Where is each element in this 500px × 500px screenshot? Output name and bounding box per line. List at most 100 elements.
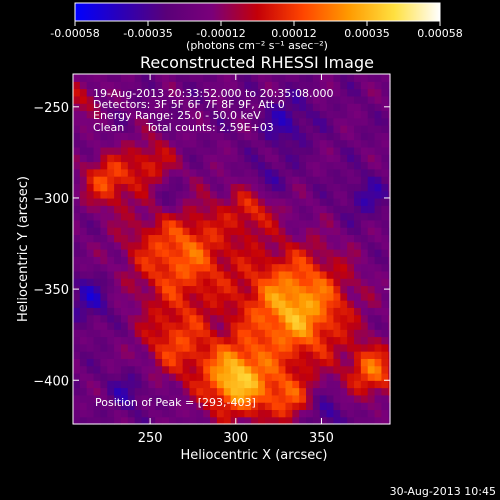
heatmap-cell	[223, 205, 232, 214]
heatmap-cell	[306, 416, 314, 425]
heatmap-cell	[148, 321, 156, 330]
heatmap-cell	[148, 409, 156, 418]
heatmap-cell	[155, 74, 163, 82]
heatmap-cell	[264, 380, 273, 389]
heatmap-cell	[326, 249, 335, 257]
heatmap-cell	[340, 117, 348, 126]
heatmap-cell	[258, 285, 266, 294]
heatmap-cell	[223, 234, 232, 243]
heatmap-cell	[73, 336, 81, 345]
heatmap-cell	[79, 402, 88, 411]
heatmap-cell	[237, 365, 245, 374]
heatmap-cell	[100, 263, 108, 272]
heatmap-cell	[312, 132, 321, 141]
heatmap-cell	[347, 154, 355, 163]
heatmap-cell	[381, 343, 389, 352]
heatmap-cell	[127, 227, 136, 236]
heatmap-cell	[223, 139, 232, 148]
heatmap-cell	[141, 197, 149, 206]
heatmap-cell	[86, 380, 95, 389]
heatmap-cell	[258, 234, 266, 243]
heatmap-cell	[292, 329, 300, 338]
heatmap-cell	[333, 168, 341, 177]
heatmap-cell	[333, 402, 341, 411]
heatmap-cell	[312, 154, 321, 163]
heatmap-cell	[168, 278, 177, 287]
heatmap-cell	[367, 205, 376, 214]
heatmap-cell	[223, 212, 232, 221]
heatmap-cell	[312, 270, 321, 279]
heatmap-cell	[388, 387, 391, 396]
heatmap-cell	[127, 197, 136, 206]
heatmap-cell	[347, 402, 355, 411]
heatmap-cell	[86, 95, 95, 104]
heatmap-cell	[388, 81, 391, 90]
heatmap-cell	[237, 278, 245, 287]
heatmap-cell	[230, 300, 239, 308]
heatmap-cell	[134, 394, 143, 403]
heatmap-cell	[203, 154, 211, 163]
heatmap-cell	[196, 219, 204, 228]
heatmap-cell	[374, 161, 383, 170]
heatmap-cell	[367, 300, 376, 308]
heatmap-cell	[285, 372, 293, 381]
heatmap-cell	[86, 103, 95, 112]
heatmap-cell	[230, 88, 239, 97]
x-axis-label: Heliocentric X (arcsec)	[181, 448, 328, 463]
heatmap-cell	[299, 74, 307, 82]
heatmap-cell	[141, 285, 149, 294]
heatmap-cell	[100, 285, 108, 294]
heatmap-cell	[388, 256, 391, 265]
heatmap-cell	[216, 314, 225, 323]
heatmap-cell	[244, 146, 252, 155]
heatmap-cell	[86, 197, 95, 206]
heatmap-cell	[258, 81, 266, 90]
heatmap-cell	[79, 74, 88, 82]
heatmap-cell	[182, 402, 191, 411]
heatmap-cell	[141, 336, 149, 345]
heatmap-cell	[278, 416, 287, 425]
heatmap-cell	[230, 380, 239, 389]
heatmap-cell	[340, 263, 348, 272]
heatmap-cell	[354, 321, 362, 330]
heatmap-cell	[374, 394, 383, 403]
heatmap-cell	[326, 307, 335, 316]
heatmap-cell	[155, 307, 163, 316]
heatmap-cell	[347, 176, 355, 184]
heatmap-cell	[189, 256, 197, 265]
y-tick-label: −250	[33, 101, 69, 116]
heatmap-cell	[264, 300, 273, 308]
heatmap-cell	[306, 219, 314, 228]
heatmap-cell	[127, 365, 136, 374]
heatmap-cell	[319, 146, 328, 155]
heatmap-cell	[120, 409, 129, 418]
heatmap-cell	[299, 183, 307, 192]
heatmap-cell	[319, 351, 328, 359]
heatmap-cell	[210, 117, 218, 126]
heatmap-cell	[340, 387, 348, 396]
heatmap-cell	[292, 81, 300, 90]
heatmap-cell	[73, 394, 81, 403]
heatmap-cell	[141, 190, 149, 199]
heatmap-cell	[175, 103, 184, 112]
heatmap-cell	[73, 227, 81, 236]
heatmap-cell	[326, 88, 335, 97]
heatmap-cell	[189, 95, 197, 104]
heatmap-cell	[162, 125, 170, 133]
heatmap-cell	[148, 95, 156, 104]
heatmap-cell	[285, 380, 293, 389]
heatmap-cell	[107, 402, 115, 411]
heatmap-cell	[189, 394, 197, 403]
heatmap-cell	[189, 132, 197, 141]
heatmap-cell	[203, 343, 211, 352]
heatmap-cell	[203, 285, 211, 294]
heatmap-cell	[285, 249, 293, 257]
heatmap-cell	[360, 154, 369, 163]
heatmap-cell	[107, 154, 115, 163]
heatmap-cell	[251, 256, 259, 265]
heatmap-cell	[258, 270, 266, 279]
heatmap-cell	[388, 161, 391, 170]
heatmap-cell	[258, 103, 266, 112]
heatmap-cell	[216, 387, 225, 396]
heatmap-cell	[148, 74, 156, 82]
